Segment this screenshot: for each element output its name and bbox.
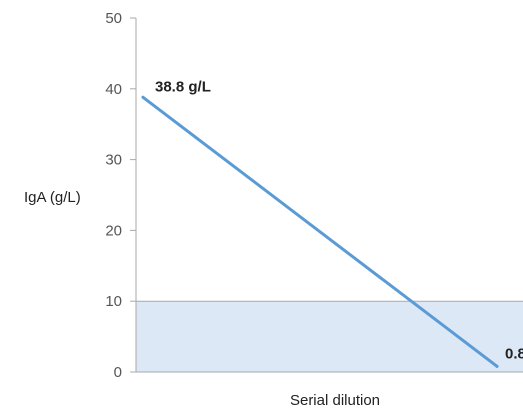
axes <box>130 17 523 373</box>
shaded-band <box>136 301 523 372</box>
data-point <box>141 95 145 99</box>
data-label: 0.8 g/L <box>505 345 523 362</box>
y-tick-label: 20 <box>105 222 122 239</box>
shaded-band-layer <box>136 300 523 372</box>
y-axis-title: IgA (g/L) <box>24 189 81 206</box>
series-line <box>141 95 499 368</box>
y-tick-label: 0 <box>114 364 122 381</box>
y-tick-label: 30 <box>105 152 122 169</box>
x-axis-title: Serial dilution <box>290 392 380 409</box>
data-labels: 38.8 g/L 0.8 g/L <box>155 78 523 362</box>
y-tick-label: 40 <box>105 81 122 98</box>
series-layer <box>141 95 499 368</box>
data-point <box>495 364 499 368</box>
y-tick-label: 50 <box>105 10 122 27</box>
y-tick-label: 10 <box>105 293 122 310</box>
y-tick-labels: 0 10 20 30 40 50 <box>105 10 122 381</box>
data-label: 38.8 g/L <box>155 78 211 95</box>
